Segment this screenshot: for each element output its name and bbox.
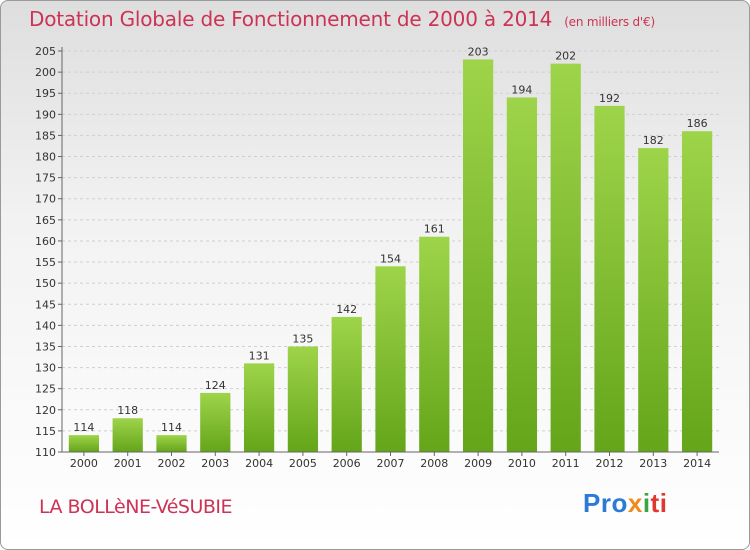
x-tick-label: 2014 (683, 457, 711, 470)
data-label-2006: 142 (336, 303, 357, 316)
y-tick-label: 160 (35, 235, 56, 248)
data-label-2010: 194 (511, 83, 532, 96)
bar-2012[interactable] (594, 105, 625, 452)
x-tick-label: 2006 (333, 457, 361, 470)
commune-name: LA BOLLèNE-VéSUBIE (39, 496, 233, 518)
y-tick-label: 170 (35, 193, 56, 206)
bar-2009[interactable] (462, 59, 494, 452)
data-label-2000: 114 (73, 421, 94, 434)
data-label-2014: 186 (687, 117, 708, 130)
proxiti-logo[interactable]: Proxiti (583, 488, 667, 519)
data-label-2007: 154 (380, 252, 401, 265)
bar-2005[interactable] (287, 346, 319, 452)
y-tick-label: 190 (35, 108, 56, 121)
y-tick-label: 120 (35, 404, 56, 417)
x-tick-label: 2004 (245, 457, 273, 470)
bar-2013[interactable] (638, 148, 669, 452)
bar-2006[interactable] (331, 316, 362, 452)
x-tick-label: 2003 (201, 457, 229, 470)
bar-2002[interactable] (156, 435, 187, 452)
chart-title-text: Dotation Globale de Fonctionnement de 20… (29, 7, 553, 31)
y-tick-label: 135 (35, 340, 56, 353)
x-tick-label: 2005 (289, 457, 317, 470)
bar-2004[interactable] (243, 363, 275, 452)
bar-2001[interactable] (112, 418, 143, 452)
data-label-2013: 182 (643, 134, 664, 147)
chart-subtitle: (en milliers d'€) (564, 15, 655, 29)
y-tick-label: 165 (35, 214, 56, 227)
x-tick-label: 2012 (596, 457, 624, 470)
y-tick-label: 140 (35, 319, 56, 332)
x-tick-label: 2001 (114, 457, 142, 470)
y-tick-label: 150 (35, 277, 56, 290)
x-tick-label: 2000 (70, 457, 98, 470)
bar-2014[interactable] (681, 131, 713, 452)
bar-2008[interactable] (419, 236, 450, 452)
y-tick-label: 155 (35, 256, 56, 269)
y-tick-label: 205 (35, 45, 56, 58)
data-label-2003: 124 (205, 379, 226, 392)
y-tick-label: 130 (35, 362, 56, 375)
logo-part-1: Pro (583, 488, 628, 518)
bar-2000[interactable] (68, 435, 100, 452)
x-tick-label: 2010 (508, 457, 536, 470)
y-tick-label: 125 (35, 383, 56, 396)
chart-title: Dotation Globale de Fonctionnement de 20… (29, 7, 655, 31)
x-tick-label: 2009 (464, 457, 492, 470)
y-tick-label: 175 (35, 172, 56, 185)
bar-2010[interactable] (506, 97, 538, 452)
logo-part-2: x (627, 488, 643, 518)
bar-2007[interactable] (375, 266, 406, 452)
x-tick-label: 2008 (420, 457, 448, 470)
x-tick-label: 2007 (377, 457, 405, 470)
x-tick-label: 2013 (639, 457, 667, 470)
x-tick-label: 2002 (158, 457, 186, 470)
y-tick-label: 200 (35, 66, 56, 79)
y-tick-label: 185 (35, 129, 56, 142)
bar-2011[interactable] (550, 63, 581, 453)
data-label-2012: 192 (599, 92, 620, 105)
y-tick-label: 145 (35, 298, 56, 311)
data-label-2005: 135 (292, 332, 313, 345)
data-label-2002: 114 (161, 421, 182, 434)
data-label-2004: 131 (249, 349, 270, 362)
y-tick-label: 110 (35, 446, 56, 459)
logo-part-4: ti (650, 488, 668, 518)
data-label-2009: 203 (468, 45, 489, 58)
data-label-2008: 161 (424, 223, 445, 236)
y-tick-label: 115 (35, 425, 56, 438)
logo-part-3: i (642, 488, 651, 518)
y-tick-label: 195 (35, 87, 56, 100)
y-tick-label: 180 (35, 151, 56, 164)
x-tick-label: 2011 (552, 457, 580, 470)
bar-2003[interactable] (200, 392, 231, 452)
data-label-2001: 118 (117, 404, 138, 417)
data-label-2011: 202 (555, 50, 576, 63)
